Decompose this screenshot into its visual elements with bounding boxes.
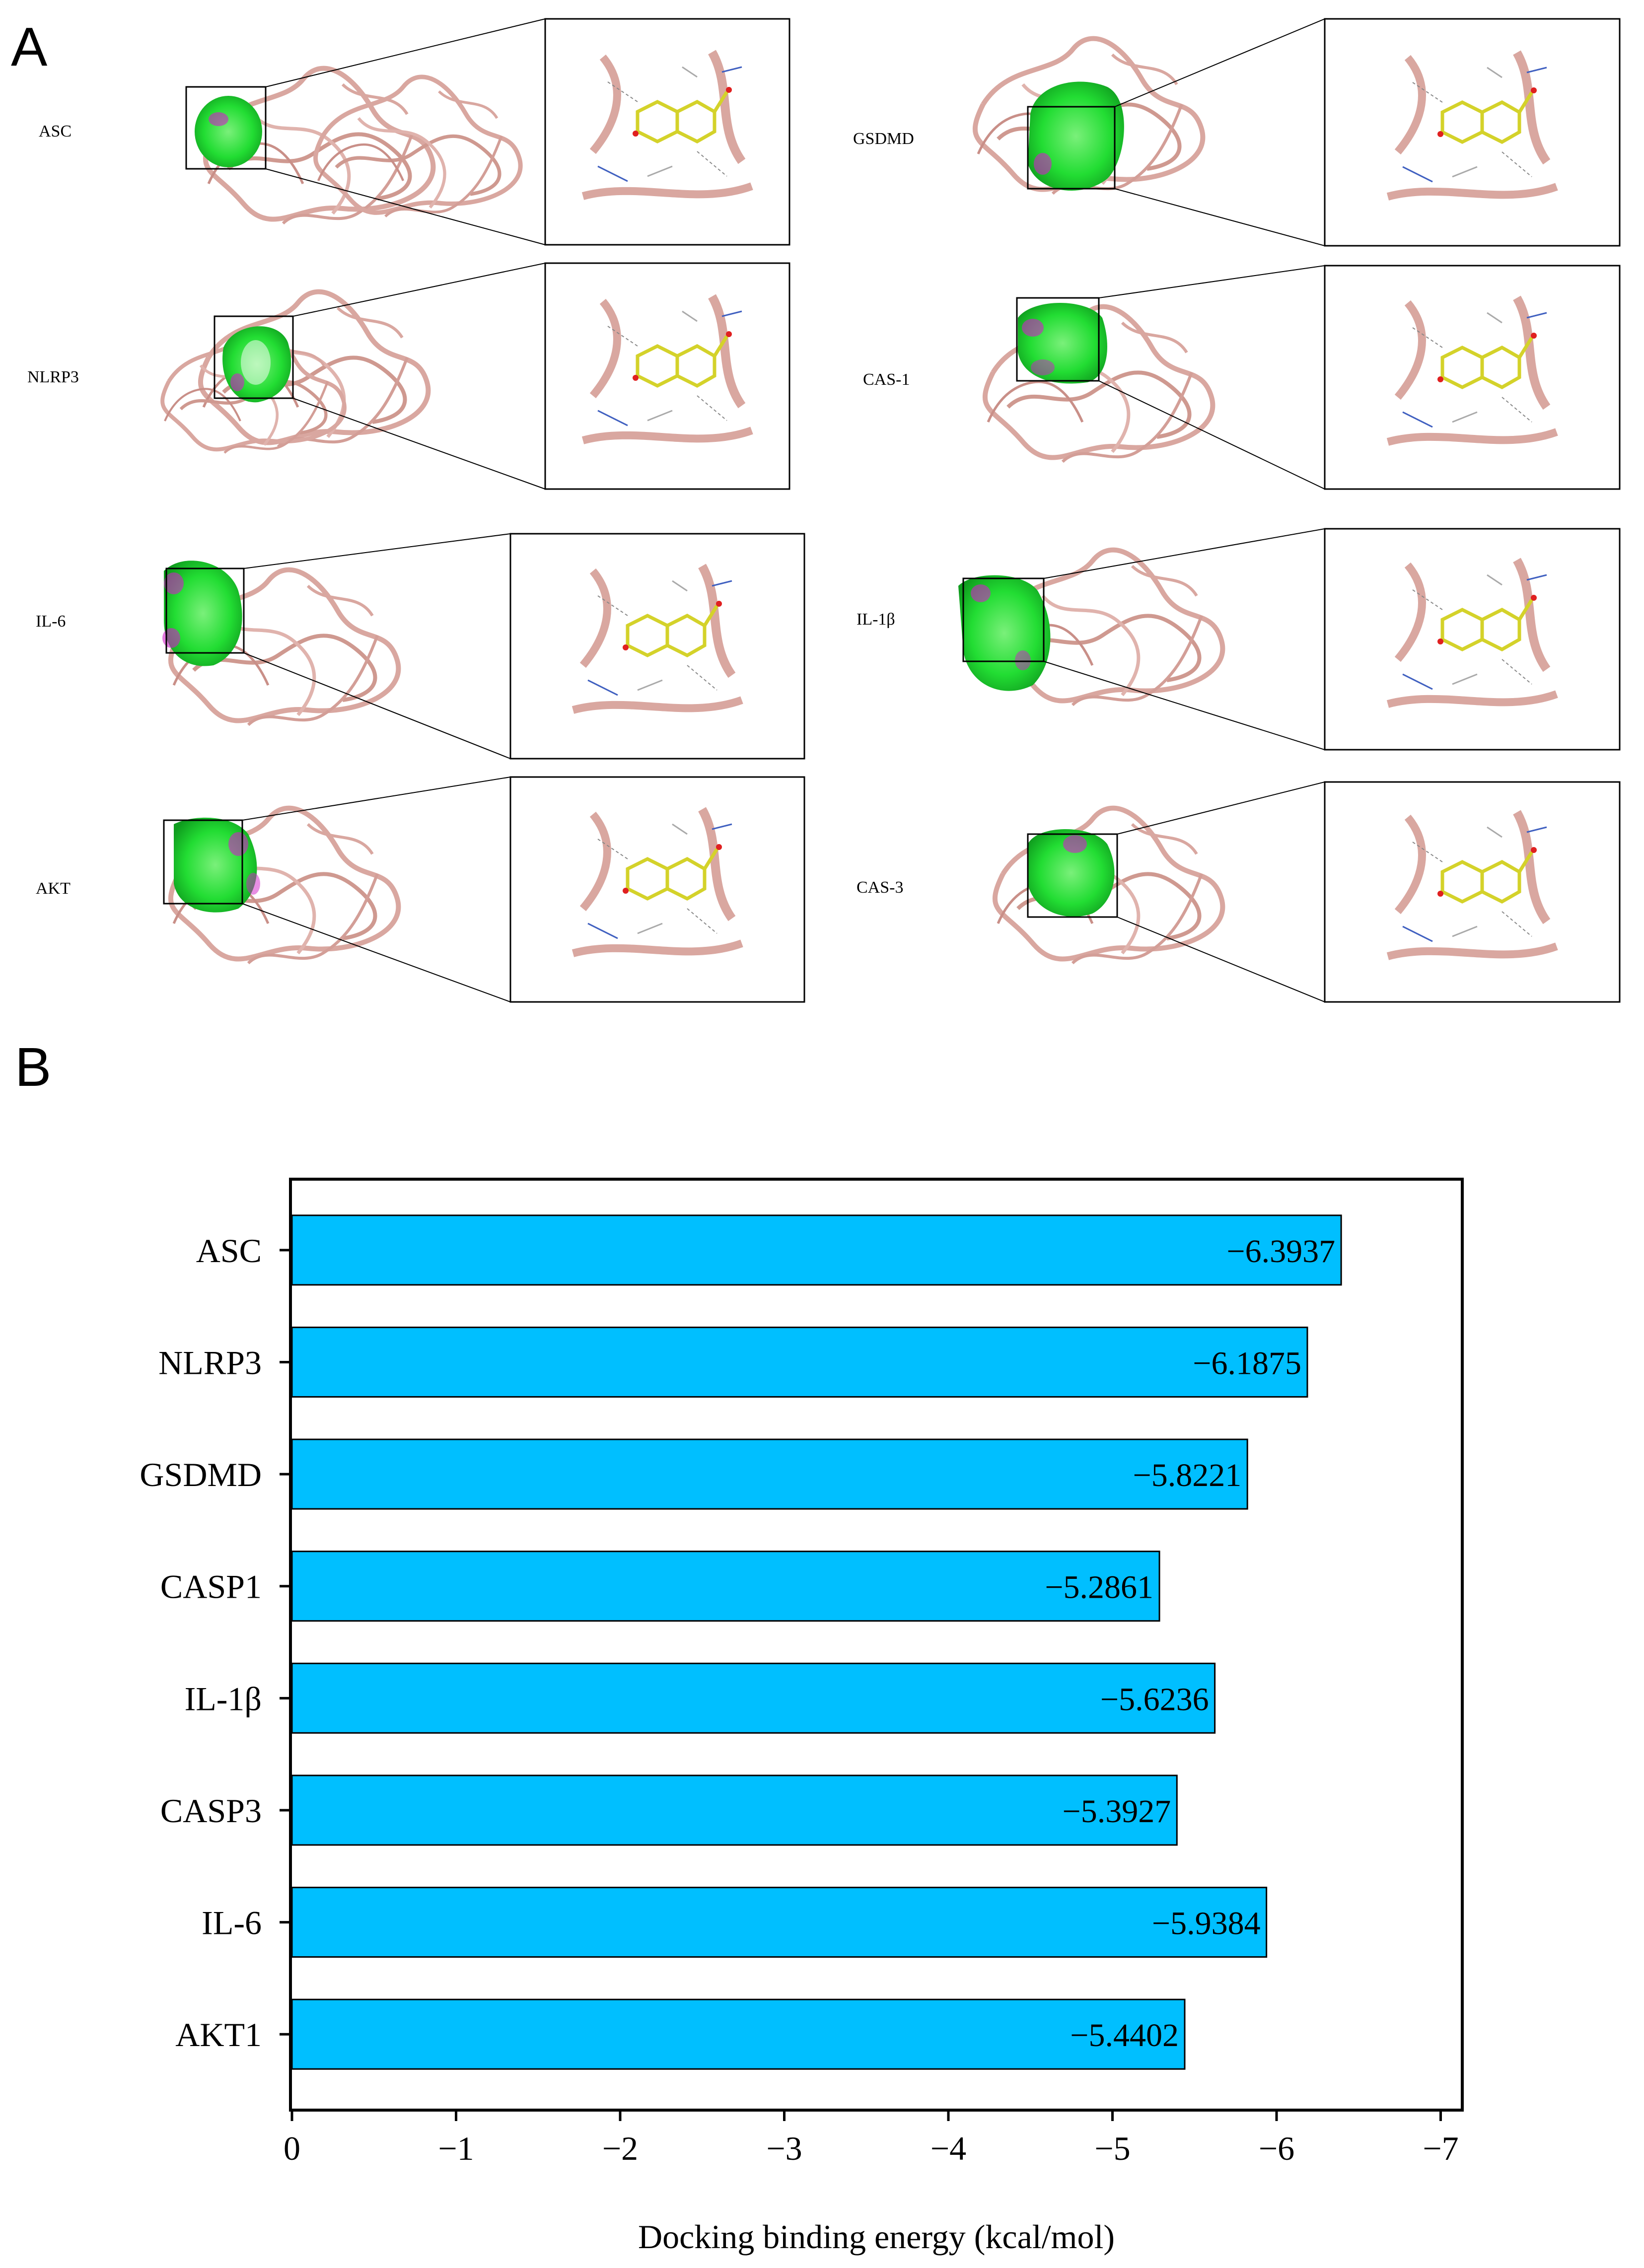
y-tick-label-casp1: CASP1: [160, 1568, 262, 1606]
y-axis: ASC NLRP3 GSDMD CASP1 IL-1β CASP3 IL-6 AKT1: [140, 1232, 290, 2054]
x-tick-label: −6: [1259, 2129, 1294, 2167]
protein-label-cas1: CAS-1: [863, 370, 910, 389]
x-tick-label: 0: [284, 2129, 300, 2167]
data-label-nlrp3: −6.1875: [1193, 1345, 1301, 1381]
y-tick-label-asc: ASC: [196, 1232, 262, 1270]
bar-gsdmd: [291, 1438, 1248, 1510]
data-label-casp1: −5.2861: [1045, 1569, 1153, 1606]
bar-akt1: [291, 1998, 1186, 2070]
protein-label-il6: IL-6: [36, 612, 66, 631]
surface-pocket-nlrp3: [222, 326, 291, 403]
y-tick-label-il-6: IL-6: [202, 1904, 262, 1942]
protein-label-nlrp3: NLRP3: [27, 368, 79, 386]
protein-label-il1b: IL-1β: [857, 610, 895, 629]
bar-il-1-: [291, 1662, 1216, 1734]
surface-pocket-akt: [174, 817, 260, 913]
bar-casp1: [291, 1551, 1160, 1622]
binding-energy-bar-chart: −6.3937 −6.1875 −5.8221 −5.2861 −5.6236 −5.39…: [140, 1178, 1464, 2256]
y-tick-label-gsdmd: GSDMD: [140, 1456, 262, 1493]
surface-pocket-il1b: [958, 575, 1051, 691]
data-labels-layer: −6.3937 −6.1875 −5.8221 −5.2861 −5.6236 −5.39…: [1045, 1233, 1335, 2054]
data-label-asc: −6.3937: [1226, 1233, 1335, 1270]
data-label-gsdmd: −5.8221: [1133, 1457, 1241, 1493]
y-tick-label-akt1: AKT1: [175, 2016, 262, 2054]
bar-asc: [291, 1214, 1342, 1286]
x-tick-label: −1: [438, 2129, 474, 2167]
panel-a-docking-figures: ASC GSDMD NLRP3 CAS-1 IL-6 IL-1β AKT: [27, 18, 1621, 1003]
bars-layer: [291, 1214, 1342, 2070]
surface-pocket-gsdmd: [1028, 81, 1124, 191]
surface-pocket-cas3: [1028, 829, 1115, 917]
x-tick-label: −3: [766, 2129, 802, 2167]
bar-il-6: [291, 1887, 1268, 1958]
x-axis-title: Docking binding energy (kcal/mol): [638, 2218, 1115, 2256]
x-tick-label: −2: [602, 2129, 638, 2167]
panel-b-letter: B: [15, 1037, 52, 1098]
x-tick-label: −4: [930, 2129, 966, 2167]
protein-label-akt: AKT: [36, 879, 71, 898]
plot-frame: [289, 1178, 1464, 2112]
protein-label-asc: ASC: [39, 122, 71, 141]
x-tick-label: −7: [1423, 2129, 1458, 2167]
x-tick-label: −5: [1094, 2129, 1130, 2167]
protein-label-cas3: CAS-3: [857, 878, 903, 897]
protein-label-gsdmd: GSDMD: [853, 130, 914, 148]
surface-pocket-asc: [195, 96, 262, 167]
x-axis: 0 −1 −2 −3 −4 −5 −6 −7: [284, 2110, 1459, 2167]
data-label-akt1: −5.4402: [1070, 2017, 1179, 2054]
surface-pocket-cas1: [1018, 303, 1107, 384]
bar-nlrp3: [291, 1326, 1308, 1398]
y-tick-label-nlrp3: NLRP3: [158, 1344, 262, 1381]
data-label-casp3: −5.3927: [1063, 1793, 1171, 1830]
panel-a-letter: A: [11, 16, 48, 77]
data-label-il-6: −5.9384: [1152, 1906, 1261, 1942]
y-tick-label-casp3: CASP3: [160, 1792, 262, 1830]
bar-casp3: [291, 1774, 1178, 1846]
surface-pocket-il6: [162, 561, 242, 666]
y-tick-label-il-1-: IL-1β: [185, 1680, 262, 1717]
data-label-il-1-: −5.6236: [1100, 1681, 1209, 1717]
